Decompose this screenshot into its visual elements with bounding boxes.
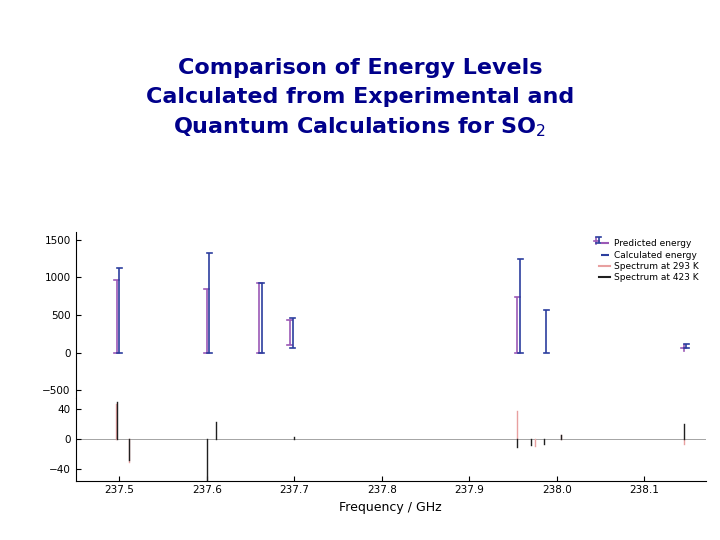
- Text: Quantum Calculations for SO$_2$: Quantum Calculations for SO$_2$: [174, 115, 546, 139]
- Text: Calculated from Experimental and: Calculated from Experimental and: [146, 87, 574, 107]
- Text: Comparison of Energy Levels: Comparison of Energy Levels: [178, 57, 542, 78]
- X-axis label: Frequency / GHz: Frequency / GHz: [339, 501, 442, 514]
- Legend: Predicted energy, Calculated energy, Spectrum at 293 K, Spectrum at 423 K: Predicted energy, Calculated energy, Spe…: [596, 237, 701, 285]
